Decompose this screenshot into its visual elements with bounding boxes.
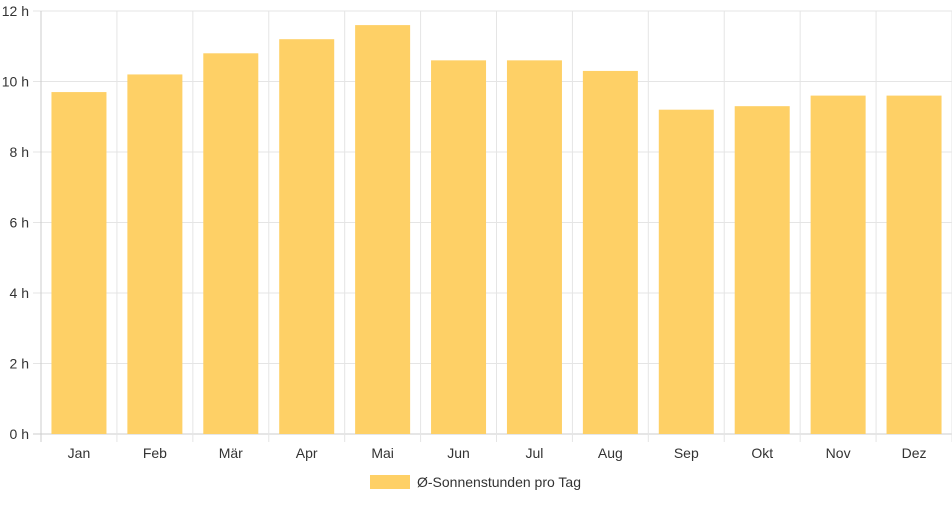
x-tick-label: Sep	[674, 445, 699, 461]
bar-mär[interactable]	[203, 53, 259, 435]
x-tick-label: Jan	[68, 445, 91, 461]
legend-swatch	[370, 475, 410, 489]
y-tick-label: 12 h	[2, 3, 29, 19]
bars	[51, 25, 942, 435]
legend[interactable]: Ø-Sonnenstunden pro Tag	[370, 474, 581, 490]
grid-lines	[33, 10, 952, 442]
x-tick-label: Dez	[902, 445, 927, 461]
y-tick-label: 10 h	[2, 74, 29, 90]
bar-jul[interactable]	[506, 60, 562, 434]
legend-label: Ø-Sonnenstunden pro Tag	[417, 474, 581, 490]
x-axis-ticks: Jan Feb Mär Apr Mai Jun Jul Aug Sep Okt Nov Dez	[68, 445, 927, 461]
bar-mai[interactable]	[355, 25, 411, 434]
x-tick-label: Jun	[447, 445, 470, 461]
bar-dez[interactable]	[886, 95, 942, 434]
x-tick-label: Apr	[296, 445, 318, 461]
bar-feb[interactable]	[127, 74, 183, 434]
x-tick-label: Mär	[219, 445, 243, 461]
bar-jun[interactable]	[431, 60, 487, 434]
y-tick-label: 8 h	[10, 144, 29, 160]
y-tick-label: 2 h	[10, 356, 29, 372]
bar-sep[interactable]	[658, 109, 714, 434]
x-tick-label: Jul	[526, 445, 544, 461]
bar-nov[interactable]	[810, 95, 866, 434]
x-tick-label: Okt	[751, 445, 773, 461]
y-tick-label: 4 h	[10, 285, 29, 301]
y-axis-ticks: 0 h 2 h 4 h 6 h 8 h 10 h 12 h	[2, 3, 29, 442]
y-tick-label: 6 h	[10, 215, 29, 231]
x-tick-label: Feb	[143, 445, 167, 461]
bar-jan[interactable]	[51, 92, 107, 434]
y-tick-label: 0 h	[10, 426, 29, 442]
bar-okt[interactable]	[734, 106, 790, 435]
x-tick-label: Nov	[826, 445, 851, 461]
bar-apr[interactable]	[279, 39, 335, 434]
x-tick-label: Aug	[598, 445, 623, 461]
bar-aug[interactable]	[582, 70, 638, 435]
x-tick-label: Mai	[371, 445, 394, 461]
